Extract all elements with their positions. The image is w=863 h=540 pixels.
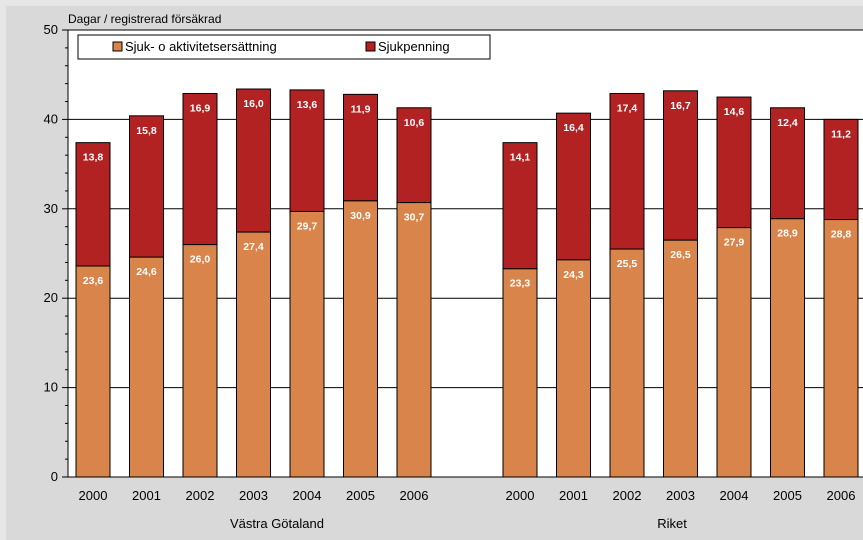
data-label: 29,7	[297, 220, 318, 232]
bar-segment	[556, 112, 591, 261]
y-tick-label: 30	[44, 201, 58, 216]
data-label: 24,6	[136, 266, 157, 278]
data-label: 16,0	[243, 98, 264, 110]
bar-segment	[823, 219, 859, 478]
bar-segment	[343, 200, 378, 478]
x-tick-label: 2000	[79, 488, 108, 503]
x-tick-label: 2006	[400, 488, 429, 503]
data-label: 27,4	[243, 241, 264, 253]
bar-segment	[289, 89, 325, 212]
bar-segment	[129, 256, 164, 478]
y-axis-title: Dagar / registrerad försäkrad	[68, 12, 221, 26]
data-label: 10,6	[404, 117, 425, 129]
data-label: 14,1	[510, 152, 531, 164]
x-tick-label: 2004	[293, 488, 322, 503]
x-tick-label: 2001	[559, 488, 588, 503]
bar-segment	[75, 265, 111, 478]
data-label: 13,6	[297, 99, 318, 111]
data-label: 11,2	[831, 128, 851, 140]
data-label: 30,9	[350, 210, 371, 222]
group-label: Västra Götaland	[230, 516, 324, 531]
bar-segment	[236, 88, 271, 233]
axes: 0 10 20 30 40 50 2000 2001 2002 2003 2004 2005 2006 V…	[44, 22, 863, 531]
bar-segment	[343, 93, 378, 202]
data-label: 16,7	[670, 100, 691, 112]
x-tick-label: 2006	[827, 488, 856, 503]
bar-segment	[129, 115, 164, 258]
data-label: 23,3	[510, 278, 531, 290]
x-tick-label: 2002	[613, 488, 642, 503]
x-tick-label: 2002	[186, 488, 215, 503]
bar-segment	[556, 259, 591, 478]
bar-segment	[502, 268, 538, 478]
data-label: 14,6	[724, 106, 745, 118]
group-label: Riket	[657, 516, 687, 531]
bar-segment	[289, 210, 325, 478]
bar-segment	[182, 244, 218, 478]
bar-segment	[182, 92, 218, 246]
bar-segment	[770, 218, 805, 478]
bar-segment	[770, 107, 805, 220]
y-tick-label: 10	[44, 380, 58, 395]
data-label: 28,9	[777, 228, 798, 240]
data-label: 16,4	[563, 122, 584, 134]
x-tick-label: 2000	[506, 488, 535, 503]
legend-label: Sjuk- o aktivitetsersättning	[125, 39, 277, 54]
data-label: 28,8	[831, 229, 852, 241]
bars: 23,6 13,8 24,6 15,8 26,0 16,9 27,4 16,0 29,7 13,6…	[75, 88, 859, 478]
x-tick-label: 2003	[239, 488, 268, 503]
x-tick-label: 2001	[132, 488, 161, 503]
data-label: 26,5	[670, 249, 691, 261]
data-label: 30,7	[404, 212, 425, 224]
y-tick-label: 50	[44, 22, 58, 37]
bar-segment	[716, 227, 752, 478]
bar-segment	[396, 202, 432, 478]
data-label: 15,8	[136, 125, 157, 137]
legend-swatch	[112, 41, 123, 52]
x-tick-label: 2005	[773, 488, 802, 503]
y-tick-label: 20	[44, 290, 58, 305]
data-label: 16,9	[190, 102, 211, 114]
x-tick-label: 2003	[666, 488, 695, 503]
data-label: 24,3	[563, 269, 584, 281]
bar-segment	[75, 142, 111, 267]
legend-label: Sjukpenning	[378, 39, 450, 54]
bar-segment	[716, 96, 752, 229]
bar-segment	[609, 248, 645, 478]
data-label: 26,0	[190, 254, 211, 266]
data-label: 13,8	[83, 152, 104, 164]
bar-segment	[823, 118, 859, 221]
legend: Sjuk- o aktivitetsersättning Sjukpenning	[77, 34, 491, 60]
x-tick-label: 2005	[346, 488, 375, 503]
bar-segment	[663, 239, 698, 478]
bar-segment	[609, 92, 645, 250]
data-label: 11,9	[351, 103, 371, 115]
data-label: 27,9	[724, 237, 745, 249]
y-tick-label: 0	[51, 469, 58, 484]
legend-swatch	[365, 41, 376, 52]
data-label: 23,6	[83, 275, 104, 287]
bar-segment	[396, 107, 432, 204]
x-tick-label: 2004	[720, 488, 749, 503]
bar-segment	[502, 142, 538, 270]
y-tick-label: 40	[44, 111, 58, 126]
data-label: 25,5	[617, 258, 638, 270]
bar-segment	[663, 90, 698, 241]
data-label: 12,4	[777, 117, 798, 129]
bar-segment	[236, 231, 271, 478]
data-label: 17,4	[617, 102, 638, 114]
legend-box	[77, 34, 491, 60]
